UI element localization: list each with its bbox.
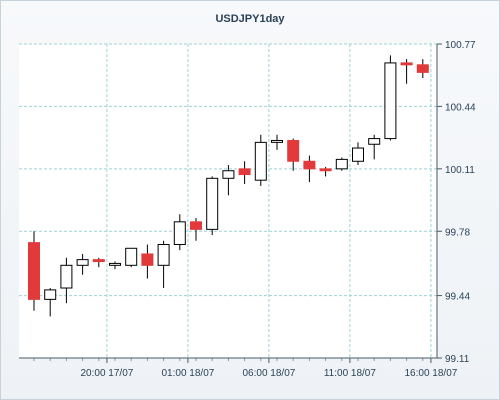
- candle-body-bullish: [60, 264, 73, 289]
- candle: [319, 166, 332, 177]
- candle-body-bearish: [190, 221, 202, 230]
- plot-area: [19, 44, 437, 358]
- y-tick-label: 99.78: [445, 227, 470, 238]
- x-tick-label: 20:00 17/07: [80, 368, 133, 379]
- candle: [76, 253, 89, 275]
- candle: [173, 214, 186, 251]
- candle-body-bearish: [92, 259, 105, 263]
- candle-body-bearish: [319, 168, 332, 172]
- candle: [287, 138, 300, 171]
- candle-body-bullish: [157, 244, 170, 266]
- candle: [125, 247, 138, 268]
- candle-body-bullish: [109, 262, 121, 266]
- candle: [352, 142, 364, 166]
- candles: [28, 55, 429, 317]
- candle: [222, 165, 235, 196]
- candle-body-bullish: [352, 147, 364, 162]
- y-tick-label: 100.77: [445, 40, 476, 51]
- candle-body-bullish: [206, 177, 219, 230]
- x-tick-label: 11:00 18/07: [324, 368, 377, 379]
- candle: [109, 261, 121, 270]
- candle: [190, 218, 202, 241]
- x-tick-label: 16:00 18/07: [404, 368, 457, 379]
- chart-title: USDJPY1day: [215, 13, 285, 25]
- candle: [141, 244, 154, 279]
- candle-body-bearish: [141, 253, 154, 266]
- candle: [384, 55, 397, 141]
- candle: [206, 176, 219, 236]
- candle: [92, 257, 105, 268]
- candle: [254, 134, 267, 186]
- candle-body-bearish: [416, 64, 429, 73]
- y-tick-label: 99.11: [445, 354, 470, 365]
- candle: [28, 231, 40, 311]
- candle-body-bearish: [303, 160, 316, 170]
- candle-body-bullish: [76, 259, 89, 266]
- candle-body-bullish: [173, 221, 186, 246]
- x-tick-label: 01:00 18/07: [161, 368, 214, 379]
- candle: [157, 240, 170, 289]
- candle-body-bullish: [271, 139, 283, 143]
- candle: [416, 59, 429, 79]
- candle: [60, 257, 73, 304]
- candle: [238, 161, 251, 184]
- y-tick-label: 99.44: [445, 292, 470, 303]
- candle: [44, 288, 57, 317]
- y-tick-label: 100.11: [445, 165, 475, 176]
- candle-body-bullish: [254, 141, 267, 181]
- candle-body-bullish: [222, 170, 235, 179]
- candle: [303, 155, 316, 183]
- candle: [335, 157, 348, 171]
- candle-body-bearish: [238, 168, 251, 176]
- x-tick-label: 06:00 18/07: [242, 368, 295, 379]
- candle-body-bullish: [335, 158, 348, 170]
- candle-body-bearish: [287, 139, 300, 162]
- axes: 99.11 99.44 99.78 100.11 100.44 100.77 20:00 1…: [19, 40, 476, 379]
- candle-body-bearish: [400, 62, 413, 66]
- y-tick-label: 100.44: [445, 102, 476, 113]
- candle: [271, 134, 283, 150]
- candle: [400, 59, 413, 84]
- candle-body-bullish: [368, 138, 381, 145]
- candle-body-bullish: [44, 289, 57, 300]
- candle: [368, 134, 381, 160]
- candle-body-bullish: [384, 62, 397, 140]
- grid: [19, 43, 437, 359]
- candle-body-bullish: [125, 247, 138, 266]
- candle-body-bearish: [28, 242, 40, 300]
